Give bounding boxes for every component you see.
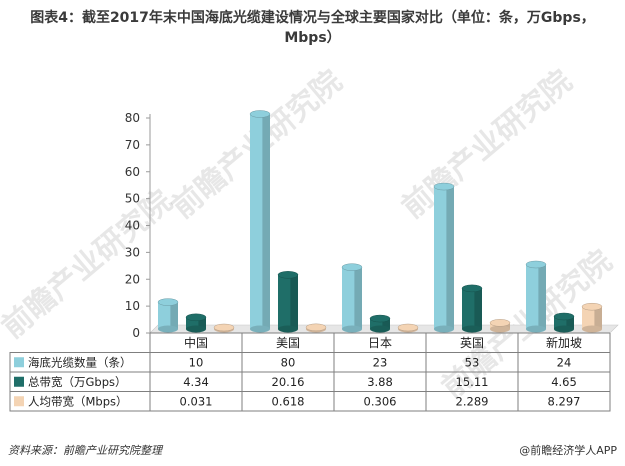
data-table-cell: 80 [281,355,296,369]
bar-top [581,302,603,311]
bar-shade [474,288,482,329]
data-table-cell: 3.88 [367,375,393,389]
y-tick-label: 30 [125,245,140,259]
bar-base [490,325,510,333]
bar-shade [566,316,574,329]
legend-swatch [14,396,24,407]
legend-series-label: 人均带宽（Mbps） [28,394,128,408]
data-table-cell: 2.289 [456,394,489,408]
brand-credit-label: @前瞻经济学人APP [519,444,617,457]
x-category-label: 中国 [184,335,208,350]
bar-base [186,325,206,333]
bar-base [342,325,362,333]
bar [186,317,206,329]
bar-top [553,312,575,321]
bar-top [341,263,363,271]
bar-shade [538,264,546,329]
bar-base [250,325,270,333]
bar [370,318,390,329]
bar-base [158,325,178,333]
bar-top [277,271,299,279]
data-table-cell: 23 [373,355,388,369]
data-table-cell: 24 [557,355,572,369]
y-tick-label: 20 [125,272,140,286]
data-table-cell: 0.618 [272,394,305,408]
bar-top [433,182,455,191]
bar-shade [594,306,602,329]
bar-top [525,260,547,269]
bar-shade [354,267,362,329]
x-category-label: 美国 [276,336,300,350]
bar-shade [502,322,510,329]
legend-swatch [14,376,24,387]
bar-shade [170,302,178,329]
bar-top [489,319,511,327]
data-table-cell: 53 [465,355,480,369]
bar-shade [198,317,206,329]
bar-top [305,323,327,332]
legend-series-label: 海底光缆数量（条） [28,355,132,369]
bar-top [397,323,419,332]
bar-top [213,323,235,332]
source-note: 资料来源：前瞻产业研究院整理 [8,444,162,457]
data-table-cell: 0.306 [364,394,397,408]
y-tick-label: 50 [125,192,140,206]
data-table-cell: 8.297 [548,394,581,408]
legend-swatch [14,357,24,368]
bar-base [526,325,546,333]
data-table-cell: 4.34 [183,375,209,389]
bar-top [461,284,483,293]
data-table-cell: 10 [189,355,204,369]
bar-base [554,325,574,333]
data-table-cell: 15.11 [456,375,489,389]
bar-top [249,110,271,118]
data-table-cell: 4.65 [551,375,577,389]
brand-credit: @前瞻经济学人APP [519,442,617,458]
bar-base [434,325,454,333]
x-category-label: 新加坡 [546,335,582,350]
y-tick-label: 60 [125,165,140,179]
bar-base [278,325,298,333]
legend-series-label: 总带宽（万Gbps） [28,375,127,389]
y-tick-label: 0 [132,326,140,340]
x-category-label: 英国 [460,336,484,350]
bar-base [462,325,482,333]
y-tick-label: 40 [125,219,140,233]
y-tick-label: 70 [125,138,140,152]
bar-shade [382,318,390,329]
bar-shade [290,274,298,329]
data-table-cell: 20.16 [272,375,305,389]
bar-shade [262,114,270,329]
bar-top [369,314,391,323]
bar-base [582,325,602,333]
bar-top [157,298,179,306]
chart-title: 图表4：截至2017年末中国海底光缆建设情况与全球主要国家对比（单位：条，万Gb… [30,10,595,46]
bar-base [370,325,390,333]
x-category-label: 日本 [368,336,392,350]
y-tick-label: 10 [125,299,140,313]
y-tick-label: 80 [125,111,140,125]
bar-top [185,313,207,322]
data-table-cell: 0.031 [180,394,213,408]
bar-shade [446,186,454,329]
